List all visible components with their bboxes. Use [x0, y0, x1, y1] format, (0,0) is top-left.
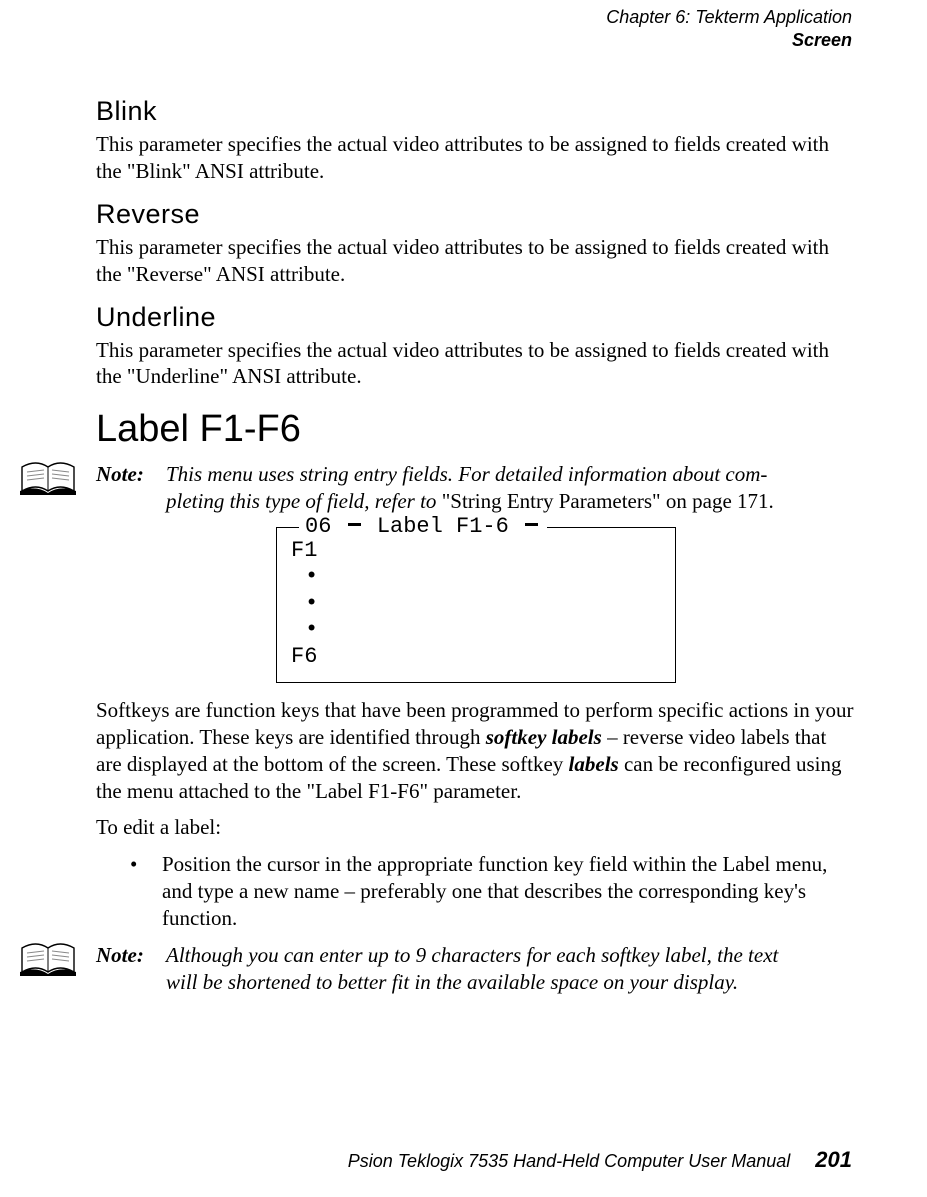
bullet-1: Position the cursor in the appropriate f… [96, 851, 856, 932]
note-1-ref: "String Entry Parameters" on page 171. [442, 489, 774, 513]
book-icon [18, 461, 78, 499]
chapter-line: Chapter 6: Tekterm Application [606, 6, 852, 29]
page-number: 201 [815, 1147, 852, 1172]
note-1: Note:This menu uses string entry fields.… [96, 461, 856, 515]
p1-em2: labels [569, 752, 619, 776]
heading-blink: Blink [96, 96, 856, 127]
menu-dot-2: • [305, 591, 661, 617]
note-2-text: Note:Although you can enter up to 9 char… [96, 942, 856, 996]
menu-dot-1: • [305, 564, 661, 590]
note-label-2: Note: [96, 942, 166, 969]
legend-num: 06 [305, 514, 331, 539]
menu-line-f6: F6 [291, 644, 661, 670]
note-2-line1: Although you can enter up to 9 character… [166, 943, 778, 967]
footer-text: Psion Teklogix 7535 Hand-Held Computer U… [348, 1151, 791, 1171]
running-header: Chapter 6: Tekterm Application Screen [606, 6, 852, 51]
menu-box: 06 Label F1-6 F1 • • • F6 [276, 527, 676, 683]
heading-reverse: Reverse [96, 199, 856, 230]
note-2: Note:Although you can enter up to 9 char… [96, 942, 856, 996]
note-label: Note: [96, 461, 166, 488]
note-2-line2: will be shortened to better fit in the a… [166, 970, 738, 994]
legend-bar-1 [348, 523, 361, 526]
note-1-line2: pleting this type of field, refer to [166, 489, 442, 513]
heading-underline: Underline [96, 302, 856, 333]
content-area: Blink This parameter specifies the actua… [96, 82, 856, 1006]
note-1-line1: This menu uses string entry fields. For … [166, 462, 767, 486]
book-icon [18, 942, 78, 980]
para-blink: This parameter specifies the actual vide… [96, 131, 856, 185]
menu-figure: 06 Label F1-6 F1 • • • F6 [276, 527, 676, 683]
para-reverse: This parameter specifies the actual vide… [96, 234, 856, 288]
para-underline: This parameter specifies the actual vide… [96, 337, 856, 391]
bullet-list: Position the cursor in the appropriate f… [96, 851, 856, 932]
menu-line-f1: F1 [291, 538, 661, 564]
menu-dot-3: • [305, 617, 661, 643]
legend-text: Label F1-6 [377, 514, 509, 539]
menu-legend: 06 Label F1-6 [299, 514, 547, 540]
section-line: Screen [606, 29, 852, 52]
legend-bar-2 [525, 523, 538, 526]
footer: Psion Teklogix 7535 Hand-Held Computer U… [348, 1147, 852, 1173]
para-to-edit: To edit a label: [96, 814, 856, 841]
note-1-text: Note:This menu uses string entry fields.… [96, 461, 856, 515]
heading-label-f1-f6: Label F1-F6 [96, 408, 856, 451]
page: Chapter 6: Tekterm Application Screen Bl… [0, 0, 927, 1197]
para-softkeys: Softkeys are function keys that have bee… [96, 697, 856, 805]
p1-em1: softkey labels [486, 725, 602, 749]
